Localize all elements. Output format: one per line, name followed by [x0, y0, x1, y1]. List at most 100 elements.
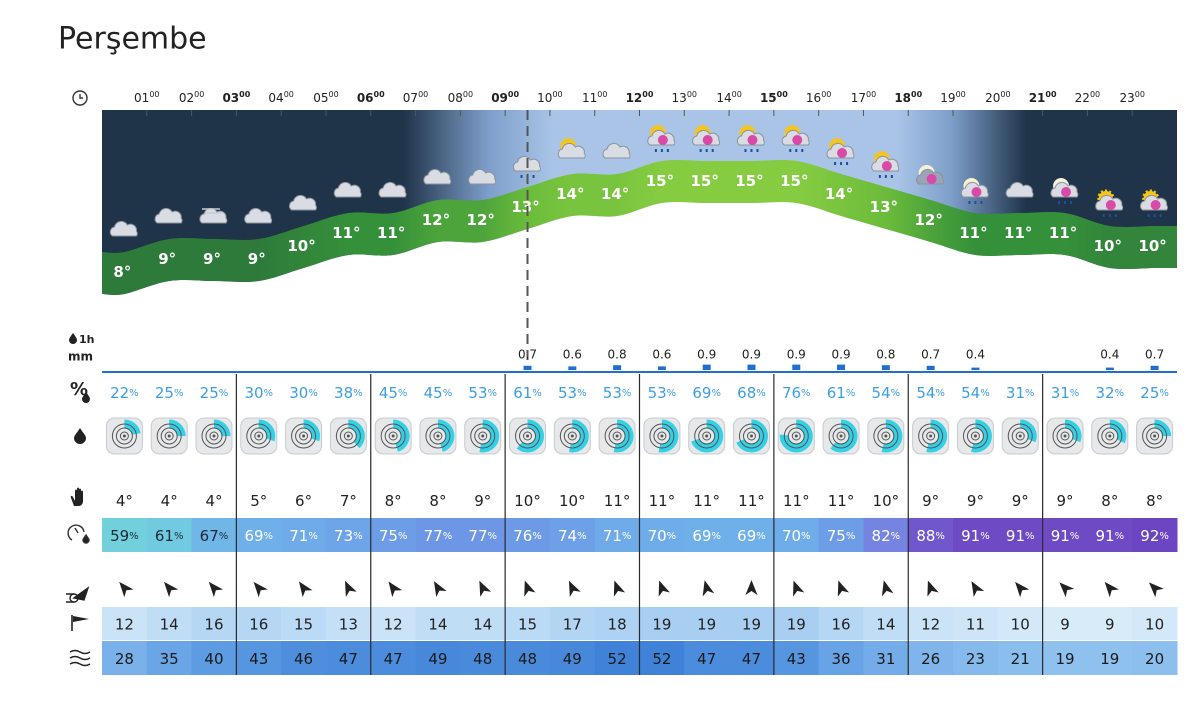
rain_probability-label: 30%	[289, 384, 318, 402]
gusts-cell	[594, 641, 640, 675]
feels_like-label: 4°	[161, 492, 178, 510]
feels_like-label: 10°	[514, 492, 541, 510]
humidity-cell	[1042, 518, 1088, 552]
ring	[926, 431, 936, 441]
temperature-label: 14°	[601, 185, 629, 203]
temperature-value: 9	[203, 250, 213, 268]
rain-intensity-icon	[105, 417, 143, 455]
percent: %	[756, 388, 766, 399]
center	[615, 434, 619, 438]
precip-label: 0.9	[832, 348, 851, 362]
gusts-cell	[863, 641, 909, 675]
feels_like-label: 11°	[738, 492, 765, 510]
wind_speed-cell	[236, 607, 282, 640]
degree: °	[712, 492, 720, 510]
center	[1063, 434, 1067, 438]
degree: °	[577, 185, 585, 203]
feels_like-value: 8	[385, 492, 395, 510]
wind_speed-label: 10	[1011, 615, 1030, 633]
ring	[698, 427, 716, 445]
cloud	[244, 207, 273, 224]
wind_speed-label: 14	[876, 615, 895, 633]
gusts-value: 47	[339, 650, 358, 668]
center	[481, 434, 485, 438]
rain_probability-label: 54%	[961, 384, 990, 402]
wind_speed-cell	[370, 607, 417, 640]
humidity-value: 91	[1096, 527, 1115, 545]
gusts-value: 48	[473, 650, 492, 668]
rain_probability-value: 54	[961, 384, 980, 402]
degree: °	[1066, 492, 1074, 510]
percent: %	[980, 388, 990, 399]
thunder	[702, 135, 713, 145]
humidity-value: 92	[1140, 527, 1159, 545]
temperature-value: 8	[113, 263, 123, 281]
percent: %	[711, 388, 721, 399]
percent: %	[308, 388, 318, 399]
wind_speed-cell	[639, 607, 685, 640]
wind_speed-cell	[773, 607, 820, 640]
gusts-cell	[370, 641, 417, 675]
temperature-label: 11°	[959, 224, 987, 242]
ring	[380, 423, 406, 449]
rain-intensity-icon	[329, 417, 367, 455]
gusts-label: 47	[339, 650, 358, 668]
wind_speed-cell	[1042, 607, 1088, 640]
ring	[478, 431, 488, 441]
gusts-cell	[773, 641, 820, 675]
thunder	[1105, 200, 1116, 210]
ring	[429, 427, 447, 445]
wind_speed-cell	[505, 607, 551, 640]
feels_like-label: 4°	[205, 492, 222, 510]
hour-minutes: 00	[1090, 90, 1100, 99]
hour-label: 1600	[806, 90, 831, 105]
wind_speed-label: 13	[339, 615, 358, 633]
feels_like-label: 8°	[1101, 492, 1118, 510]
degree: °	[1021, 492, 1029, 510]
degree: °	[398, 224, 406, 242]
hour: 05	[313, 91, 328, 105]
gusts-value: 28	[115, 650, 134, 668]
gusts-label: 49	[428, 650, 447, 668]
weather-icon	[154, 207, 183, 224]
ring	[922, 427, 940, 445]
gusts-cell	[236, 641, 282, 675]
percent: %	[532, 388, 542, 399]
degree: °	[578, 492, 586, 510]
wind_speed-label: 18	[608, 615, 627, 633]
wind-arrow	[524, 580, 536, 597]
rain	[699, 149, 714, 152]
feels_like-value: 11	[604, 492, 623, 510]
wind_speed-value: 11	[966, 615, 985, 633]
humidity-cell	[415, 518, 461, 552]
temperature-label: 13°	[870, 198, 898, 216]
gusts-label: 23	[966, 650, 985, 668]
humidity-label: 77%	[468, 527, 497, 545]
wind_speed-cell	[281, 607, 327, 640]
ring	[567, 431, 577, 441]
rain-intensity-icon	[553, 417, 591, 455]
rain_probability-value: 25	[155, 384, 174, 402]
percent: %	[846, 531, 856, 542]
hour-label: 1700	[851, 90, 876, 105]
wind_speed-cell	[594, 607, 640, 640]
weather-icon	[468, 168, 497, 185]
feels_like-value: 6	[295, 492, 305, 510]
temperature-label: 12°	[914, 211, 942, 229]
percent: %	[935, 388, 945, 399]
percent: %	[1025, 388, 1035, 399]
precip-bar	[613, 365, 622, 370]
wind_speed-value: 9	[1060, 615, 1070, 633]
wind-arrow	[344, 580, 357, 597]
hour: 04	[268, 91, 283, 105]
feels_like-label: 9°	[1056, 492, 1073, 510]
percent: %	[532, 531, 542, 542]
ring	[918, 423, 944, 449]
weather-icon	[871, 150, 900, 178]
percent: %	[1025, 531, 1035, 542]
hour-minutes: 00	[194, 90, 204, 99]
wind_speed-label: 10	[1145, 615, 1164, 633]
rain_probability-value: 53	[558, 384, 577, 402]
rain-intensity-icon	[822, 417, 860, 455]
gusts-cell	[818, 641, 864, 675]
